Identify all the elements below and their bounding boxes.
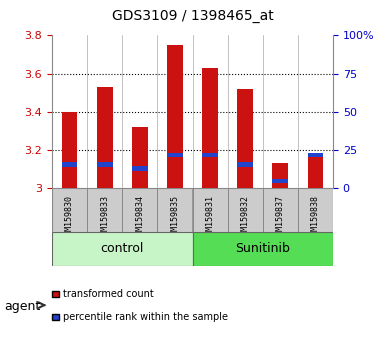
Text: GSM159831: GSM159831 bbox=[206, 195, 214, 240]
Bar bbox=[97, 162, 112, 166]
Bar bbox=[132, 166, 148, 171]
Text: GSM159833: GSM159833 bbox=[100, 195, 109, 240]
Text: GSM159838: GSM159838 bbox=[311, 195, 320, 240]
Text: control: control bbox=[100, 242, 144, 255]
Bar bbox=[157, 188, 192, 232]
Bar bbox=[52, 188, 87, 232]
Bar bbox=[192, 188, 228, 232]
Bar bbox=[298, 188, 333, 232]
Bar bbox=[202, 153, 218, 158]
Bar bbox=[237, 162, 253, 166]
Bar bbox=[192, 232, 333, 266]
Bar bbox=[62, 112, 77, 188]
Bar bbox=[228, 188, 263, 232]
Bar bbox=[308, 153, 323, 158]
Text: GSM159834: GSM159834 bbox=[135, 195, 144, 240]
Bar bbox=[273, 178, 288, 183]
Bar bbox=[308, 155, 323, 188]
Bar bbox=[237, 89, 253, 188]
Text: GDS3109 / 1398465_at: GDS3109 / 1398465_at bbox=[112, 9, 273, 23]
Bar bbox=[273, 163, 288, 188]
Bar bbox=[167, 45, 183, 188]
Text: transformed count: transformed count bbox=[63, 289, 154, 299]
Bar bbox=[62, 162, 77, 166]
Bar bbox=[167, 153, 183, 158]
Text: percentile rank within the sample: percentile rank within the sample bbox=[63, 312, 228, 322]
Bar bbox=[202, 68, 218, 188]
Bar bbox=[97, 87, 112, 188]
Bar bbox=[87, 188, 122, 232]
Text: agent: agent bbox=[4, 300, 40, 313]
Text: GSM159830: GSM159830 bbox=[65, 195, 74, 240]
Bar bbox=[122, 188, 157, 232]
Bar bbox=[52, 232, 192, 266]
Bar bbox=[263, 188, 298, 232]
Text: GSM159835: GSM159835 bbox=[171, 195, 179, 240]
Bar bbox=[132, 127, 148, 188]
Text: GSM159832: GSM159832 bbox=[241, 195, 250, 240]
Text: GSM159837: GSM159837 bbox=[276, 195, 285, 240]
Text: Sunitinib: Sunitinib bbox=[235, 242, 290, 255]
